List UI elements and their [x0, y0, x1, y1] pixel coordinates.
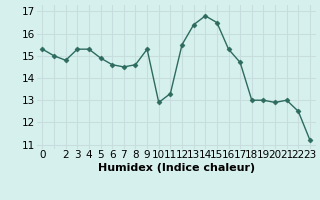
- X-axis label: Humidex (Indice chaleur): Humidex (Indice chaleur): [98, 163, 255, 173]
